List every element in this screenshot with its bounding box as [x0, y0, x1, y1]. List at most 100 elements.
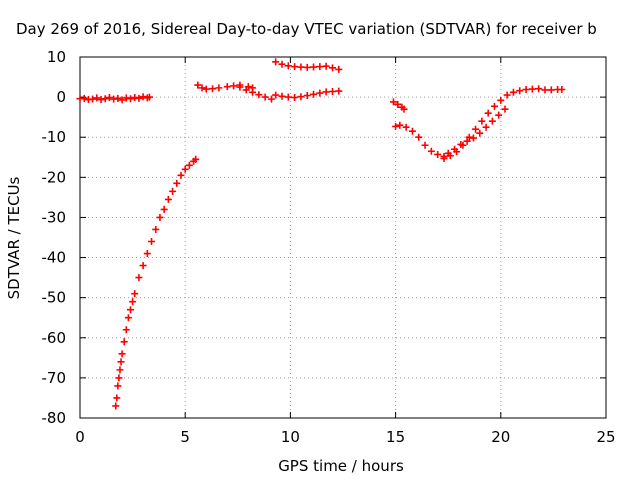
- data-point: [322, 62, 330, 70]
- y-tick-label: -20: [42, 168, 67, 186]
- data-point: [396, 121, 404, 129]
- data-point: [236, 83, 244, 91]
- data-point: [522, 85, 530, 93]
- data-point: [194, 81, 202, 89]
- data-point: [105, 94, 113, 102]
- y-tick-label: 0: [56, 88, 66, 106]
- data-point: [169, 187, 177, 195]
- data-point: [297, 63, 305, 71]
- data-point: [469, 134, 477, 142]
- data-point: [173, 179, 181, 187]
- data-point: [328, 64, 336, 72]
- data-point: [139, 262, 147, 270]
- x-tick-label: 25: [596, 428, 615, 446]
- data-point: [198, 84, 206, 92]
- chart-title: Day 269 of 2016, Sidereal Day-to-day VTE…: [16, 20, 597, 38]
- data-point: [117, 358, 125, 366]
- data-point: [116, 366, 124, 374]
- data-point: [152, 225, 160, 233]
- data-point: [291, 63, 299, 71]
- x-tick-label: 15: [386, 428, 405, 446]
- y-axis-label: SDTVAR / TECUs: [5, 176, 23, 299]
- x-tick-label: 10: [281, 428, 300, 446]
- data-point: [118, 350, 126, 358]
- y-tick-label: -70: [42, 369, 67, 387]
- data-point: [497, 96, 505, 104]
- data-point: [148, 238, 156, 246]
- data-point: [488, 117, 496, 125]
- data-point: [278, 92, 286, 100]
- y-tick-label: -30: [42, 208, 67, 226]
- data-point: [440, 154, 448, 162]
- data-point: [126, 306, 134, 314]
- data-point: [392, 122, 400, 130]
- y-tick-label: 10: [47, 48, 66, 66]
- data-point: [328, 87, 336, 95]
- data-point: [249, 88, 257, 96]
- data-point: [434, 150, 442, 158]
- data-point: [484, 109, 492, 117]
- data-point: [230, 82, 238, 90]
- y-tick-label: -80: [42, 409, 67, 427]
- data-point: [495, 111, 503, 119]
- data-point: [114, 94, 122, 102]
- data-point: [472, 125, 480, 133]
- data-point: [124, 314, 132, 322]
- data-point: [453, 148, 461, 156]
- x-tick-label: 5: [180, 428, 190, 446]
- data-point: [215, 84, 223, 92]
- data-point: [547, 86, 555, 94]
- data-point: [160, 205, 168, 213]
- data-point: [112, 402, 120, 410]
- data-point: [129, 298, 137, 306]
- data-point: [316, 63, 324, 71]
- data-point: [223, 83, 231, 91]
- data-point: [101, 95, 109, 103]
- data-points: [76, 58, 566, 410]
- data-point: [114, 382, 122, 390]
- data-point: [135, 94, 143, 102]
- data-point: [558, 85, 566, 93]
- data-point: [322, 88, 330, 96]
- data-point: [490, 102, 498, 110]
- data-point: [478, 117, 486, 125]
- data-point: [400, 105, 408, 113]
- data-point: [156, 213, 164, 221]
- data-point: [261, 93, 269, 101]
- data-point: [303, 63, 311, 71]
- data-point: [310, 90, 318, 98]
- data-point: [135, 274, 143, 282]
- data-point: [509, 88, 517, 96]
- grid-lines: [80, 57, 606, 418]
- data-point: [139, 93, 147, 101]
- data-point: [122, 326, 130, 334]
- data-point: [535, 85, 543, 93]
- plot-area-border: [79, 56, 607, 419]
- data-point: [181, 165, 189, 173]
- data-point: [291, 94, 299, 102]
- data-point: [143, 250, 151, 258]
- data-point: [131, 290, 139, 298]
- data-point: [459, 141, 467, 149]
- y-tick-labels: 10 0 -10 -20 -30 -40 -50 -60 -70 -80: [42, 48, 67, 427]
- data-point: [131, 94, 139, 102]
- data-point: [297, 93, 305, 101]
- data-point: [202, 85, 210, 93]
- data-point: [463, 137, 471, 145]
- y-tick-label: -60: [42, 329, 67, 347]
- data-point: [113, 394, 121, 402]
- data-point: [255, 91, 263, 99]
- y-tick-label: -40: [42, 249, 67, 267]
- data-point: [177, 171, 185, 179]
- data-point: [541, 86, 549, 94]
- data-point: [316, 89, 324, 97]
- data-point: [97, 96, 105, 104]
- data-point: [465, 133, 473, 141]
- data-point: [284, 62, 292, 70]
- data-point: [335, 87, 343, 95]
- data-point: [503, 91, 511, 99]
- data-point: [394, 100, 402, 108]
- data-point: [415, 133, 423, 141]
- data-point: [284, 93, 292, 101]
